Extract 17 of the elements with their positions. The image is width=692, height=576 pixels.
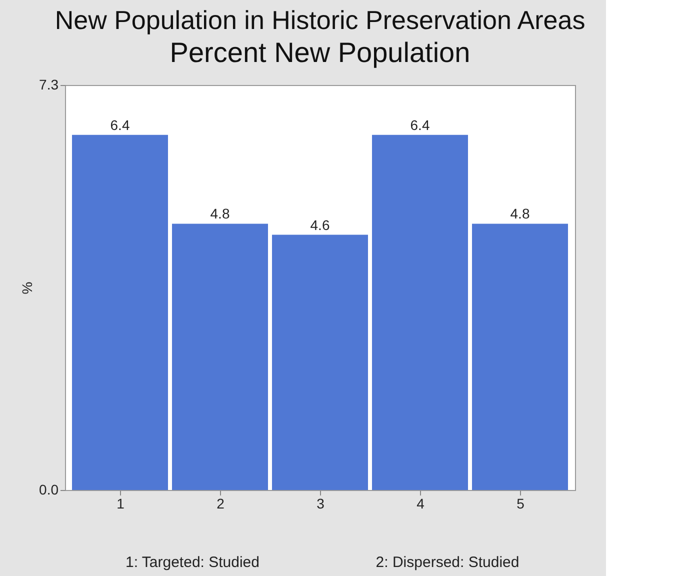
y-axis-title: % (19, 282, 36, 294)
data-label: 4.8 (510, 206, 530, 222)
chart-subtitle: Percent New Population (170, 37, 470, 68)
data-label: 4.6 (310, 216, 330, 233)
text: 2: Dispersed: Studied (376, 554, 520, 571)
x-tick-label: 1 (116, 496, 125, 512)
data-label: 6.4 (410, 116, 430, 133)
data-label: 4.8 (210, 206, 230, 222)
y-tick-label: 0.0 (39, 482, 59, 498)
x-tick-label: 2 (216, 496, 225, 512)
x-tick-label: 4 (416, 496, 425, 512)
chart-title: New Population in Historic Preservation Areas (54, 5, 586, 35)
x-tick-label: 5 (516, 496, 525, 512)
x-tick-label: 3 (316, 496, 325, 512)
text: 1: Targeted: Studied (126, 554, 260, 571)
data-label: 6.4 (110, 116, 130, 133)
y-tick-label: 7.3 (39, 76, 59, 92)
